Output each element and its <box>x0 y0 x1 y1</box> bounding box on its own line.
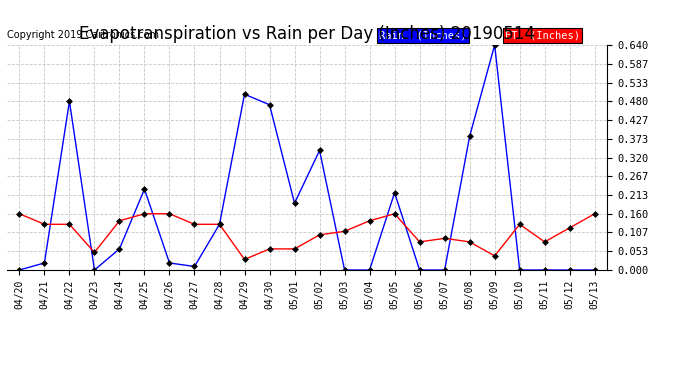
Text: Rain  (Inches): Rain (Inches) <box>379 30 466 40</box>
Title: Evapotranspiration vs Rain per Day (Inches) 20190514: Evapotranspiration vs Rain per Day (Inch… <box>79 26 535 44</box>
Text: Copyright 2019 Cartronics.com: Copyright 2019 Cartronics.com <box>7 30 159 40</box>
Text: ET  (Inches): ET (Inches) <box>505 30 580 40</box>
